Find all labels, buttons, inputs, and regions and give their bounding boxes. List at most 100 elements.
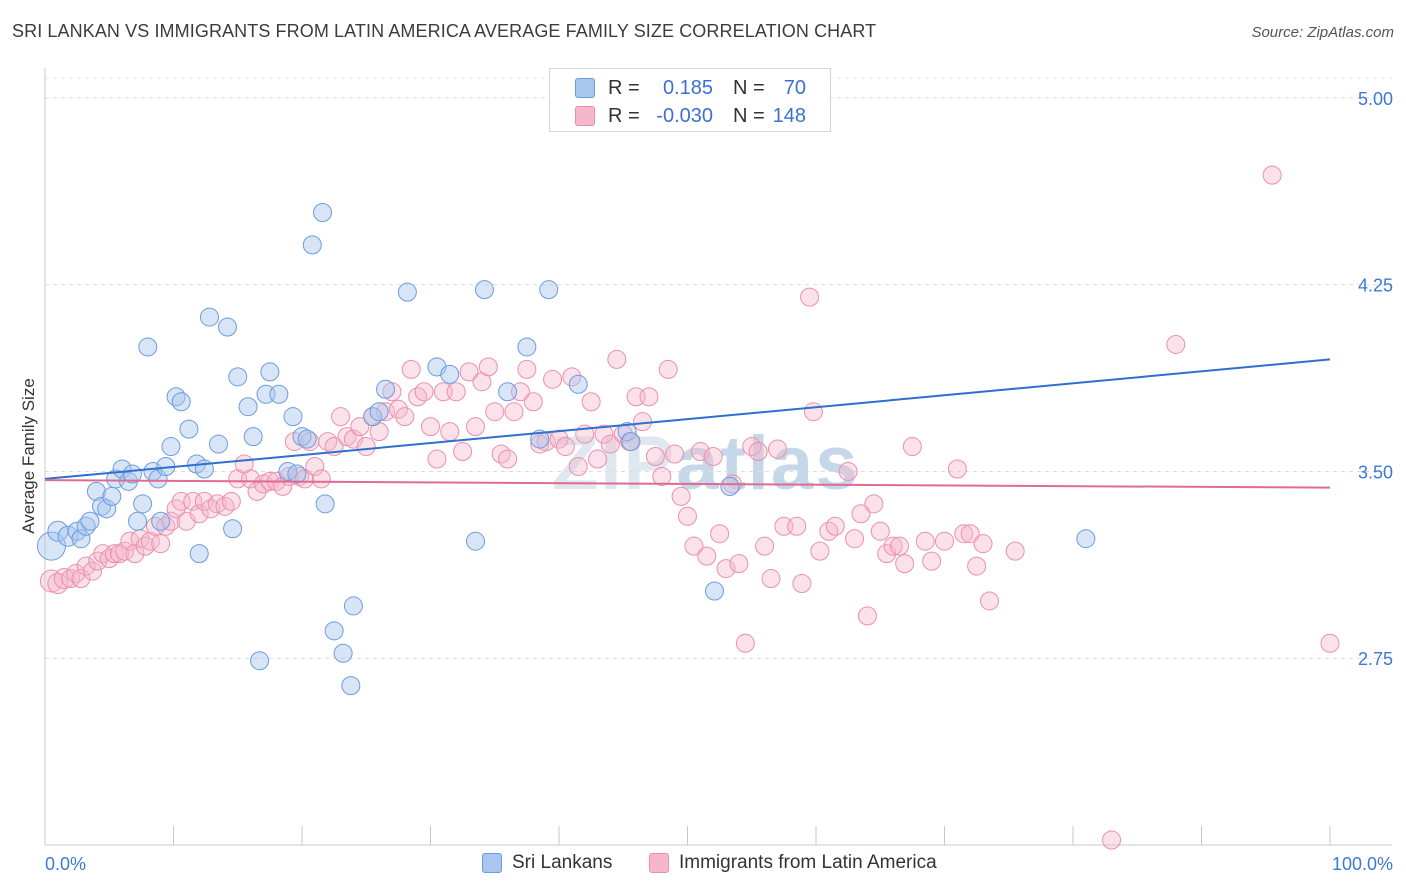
latin-america-point	[1102, 830, 1122, 850]
latin-america-point	[156, 516, 176, 536]
sri-lankan-point	[260, 362, 280, 382]
latin-america-point	[146, 516, 166, 536]
latin-america-point	[388, 399, 408, 419]
latin-america-point	[954, 524, 974, 544]
latin-america-point	[135, 536, 155, 556]
legend-row-latin-america: R = -0.030 N = 148	[550, 103, 830, 131]
latin-america-point	[895, 554, 915, 574]
latin-america-point	[408, 387, 428, 407]
latin-america-point	[478, 357, 498, 377]
latin-america-point	[517, 359, 537, 379]
latin-america-point	[66, 564, 86, 584]
latin-america-point	[947, 459, 967, 479]
latin-america-point	[1262, 165, 1282, 185]
latin-america-point	[658, 359, 678, 379]
sri-lankan-point	[297, 429, 317, 449]
latin-america-point	[331, 407, 351, 427]
latin-america-point	[800, 287, 820, 307]
latin-america-point	[161, 511, 181, 531]
axes	[44, 68, 1392, 846]
sri-lankan-point	[313, 202, 333, 222]
latin-america-point	[890, 536, 910, 556]
latin-america-point	[1166, 334, 1186, 354]
latin-america-point	[922, 551, 942, 571]
legend-n-value: 70	[783, 77, 806, 99]
latin-america-point	[523, 392, 543, 412]
latin-america-point	[652, 466, 672, 486]
latin-america-point	[735, 633, 755, 653]
y-tick-label: 5.00	[1358, 89, 1393, 109]
latin-america-point	[810, 541, 830, 561]
sri-lankan-point	[440, 364, 460, 384]
sri-lankan-point	[243, 427, 263, 447]
latin-america-point	[960, 524, 980, 544]
legend-swatch-pink	[575, 106, 595, 126]
latin-america-point	[76, 556, 96, 576]
x-tick-label-right: 100.0%	[1332, 854, 1393, 874]
y-axis-title: Average Family Size	[19, 378, 38, 534]
source-label: Source: ZipAtlas.com	[1251, 24, 1394, 41]
sri-lankan-point	[539, 280, 559, 300]
latin-america-point	[1005, 541, 1025, 561]
sri-lankan-point	[57, 525, 79, 547]
sri-lankan-point	[166, 387, 186, 407]
latin-america-point	[491, 444, 511, 464]
latin-america-point	[356, 437, 376, 457]
x-tick-label-left: 0.0%	[45, 854, 86, 874]
latin-america-point	[549, 429, 569, 449]
latin-america-point	[440, 422, 460, 442]
latin-america-point	[710, 524, 730, 544]
latin-america-point	[189, 504, 209, 524]
sri-lankan-point	[704, 581, 724, 601]
latin-america-point	[504, 402, 524, 422]
latin-america-point	[318, 432, 338, 452]
latin-america-point	[665, 444, 685, 464]
legend-r-value: 0.185	[662, 77, 713, 99]
correlation-legend: R = 0.185 N = 70 R = -0.030 N = 148	[549, 68, 831, 132]
latin-america-point	[543, 369, 563, 389]
sri-lankan-point	[71, 529, 91, 549]
latin-america-point	[870, 521, 890, 541]
latin-america-point	[215, 496, 235, 516]
latin-america-point	[125, 544, 145, 564]
latin-america-point	[498, 449, 518, 469]
latin-america-point	[967, 556, 987, 576]
latin-america-point	[83, 561, 103, 581]
latin-america-point	[61, 569, 81, 589]
latin-america-point	[207, 494, 227, 514]
legend-label: Sri Lankans	[512, 852, 613, 873]
latin-america-point	[915, 531, 935, 551]
latin-america-point	[787, 516, 807, 536]
latin-america-point	[633, 412, 653, 432]
latin-america-point	[671, 486, 691, 506]
latin-america-point	[979, 591, 999, 611]
sri-lankan-point	[208, 434, 228, 454]
sri-lankan-point	[302, 235, 322, 255]
latin-america-point	[755, 536, 775, 556]
sri-lankan-point	[199, 307, 219, 327]
sri-lankan-point	[1076, 529, 1096, 549]
legend-n-label: N =	[733, 105, 765, 127]
sri-lankan-point	[269, 384, 289, 404]
sri-lankan-point	[617, 422, 637, 442]
sri-lankan-point	[324, 621, 344, 641]
latin-america-point	[600, 434, 620, 454]
sri-lankan-point	[80, 511, 100, 531]
sri-lankan-point	[133, 494, 153, 514]
sri-lankan-point	[86, 481, 106, 501]
sri-lankan-point	[189, 544, 209, 564]
legend-r-label: R =	[608, 105, 640, 127]
latin-america-point	[716, 559, 736, 579]
sri-lankan-point	[138, 337, 158, 357]
sri-lankan-point	[112, 459, 132, 479]
latin-america-point	[645, 447, 665, 467]
sri-lankan-point	[621, 432, 641, 452]
latin-america-point	[838, 461, 858, 481]
latin-america-point	[857, 606, 877, 626]
latin-america-point	[742, 437, 762, 457]
latin-america-point	[183, 491, 203, 511]
sri-lankan-point	[179, 419, 199, 439]
axis-labels: 5.00 4.25 3.50 2.75 0.0% 100.0% Average Family…	[19, 89, 1393, 874]
latin-america-point	[703, 447, 723, 467]
